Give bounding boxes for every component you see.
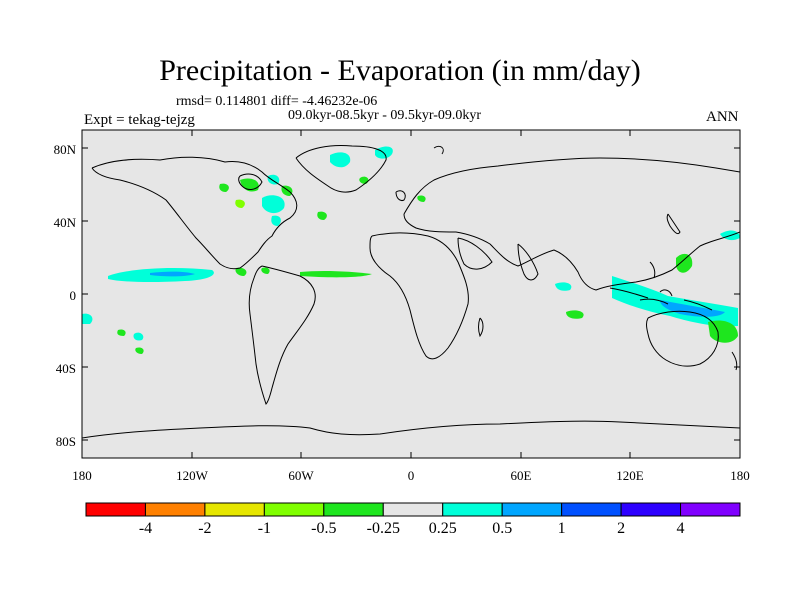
- colorbar-label-3: -0.5: [311, 520, 337, 537]
- lon-label-60e: 60E: [510, 468, 532, 483]
- lat-label-40n: 40N: [53, 215, 76, 230]
- lat-label-40s: 40S: [55, 361, 76, 376]
- colorbar-label-0: -4: [138, 520, 153, 537]
- colorbar-swatch-5: [382, 502, 444, 517]
- coastline-japan: [666, 213, 681, 235]
- patch-south-pacific-west: [82, 313, 93, 324]
- lat-label-80s: 80S: [55, 434, 76, 449]
- coastline-australia: [646, 310, 719, 367]
- colorbar-label-1: -2: [198, 520, 212, 537]
- coastline-antarctica: [82, 420, 740, 439]
- coastline-africa: [369, 232, 469, 360]
- coastline-south-america: [248, 265, 316, 405]
- patch-hudson-positive: [267, 174, 280, 185]
- patch-atlantic-negative: [300, 270, 372, 278]
- patch-south-indian-negative: [566, 310, 584, 319]
- coastline-greenland: [295, 145, 387, 193]
- patch-caribbean-negative: [235, 267, 247, 276]
- patch-east-us-positive: [271, 215, 281, 226]
- patch-newfoundland-negative: [317, 211, 327, 220]
- lat-ticks: [82, 147, 740, 441]
- coastline-indonesia: [609, 287, 713, 311]
- coastline-eurasia: [403, 157, 740, 291]
- patch-canada-negative-2: [219, 183, 229, 192]
- patch-us-negative: [235, 199, 245, 208]
- coastline-india: [517, 243, 539, 281]
- coastline-arabia: [457, 237, 493, 270]
- patch-south-pacific-negative-2: [135, 347, 144, 354]
- colorbar-label-4: -0.25: [366, 520, 400, 537]
- colorbar-label-5: 0.25: [428, 520, 457, 537]
- patch-brazil-negative: [261, 267, 270, 274]
- colorbar-swatch-9: [620, 502, 682, 517]
- colorbar-label-8: 2: [617, 520, 626, 537]
- lon-ticks: [81, 130, 741, 458]
- patch-arctic-positive: [330, 152, 351, 168]
- patch-west-pacific-negative: [676, 253, 693, 273]
- plot-title: Precipitation - Evaporation (in mm/day): [159, 54, 641, 87]
- coastlines: [82, 145, 740, 439]
- lon-label-180e: 180: [730, 468, 750, 483]
- colorbar-swatch-6: [442, 502, 503, 517]
- coastline-uk: [395, 190, 406, 201]
- patch-maritime-core: [660, 300, 725, 317]
- coastline-hudson-bay: [238, 173, 263, 190]
- colorbar: [85, 502, 741, 517]
- patch-south-america-positive: [133, 332, 144, 341]
- time-period-label: 09.0kyr-08.5kyr - 09.5kyr-09.0kyr: [288, 108, 482, 123]
- colorbar-label-6: 0.5: [492, 520, 513, 537]
- colorbar-label-9: 4: [676, 520, 685, 537]
- patch-south-pacific-negative: [117, 329, 126, 336]
- colorbar-swatch-8: [561, 502, 622, 517]
- lon-label-0: 0: [407, 468, 415, 483]
- lat-label-0: 0: [69, 288, 77, 303]
- colorbar-swatch-4: [323, 502, 384, 517]
- coastline-philippines: [649, 261, 656, 279]
- patch-east-canada-positive: [262, 195, 285, 214]
- colorbar-swatch-7: [501, 502, 563, 517]
- colorbar-swatch-1: [144, 502, 206, 517]
- lat-label-80n: 80N: [53, 142, 76, 157]
- colorbar-swatch-2: [204, 502, 265, 517]
- colorbar-swatch-0: [85, 502, 146, 517]
- lon-label-60w: 60W: [288, 468, 314, 483]
- patch-indian-ocean-positive: [555, 282, 572, 291]
- coastline-new-zealand: [731, 351, 738, 371]
- lon-label-120e: 120E: [616, 468, 644, 483]
- rmsd-diff-stats: rmsd= 0.114801 diff= -4.46232e-06: [176, 94, 378, 109]
- colorbar-swatch-3: [263, 502, 325, 517]
- lon-label-180w: 180: [72, 468, 92, 483]
- colorbar-label-2: -1: [257, 520, 272, 537]
- colorbar-swatch-10: [680, 502, 741, 517]
- coastline-madagascar: [478, 317, 484, 338]
- experiment-label: Expt = tekag-tejzg: [84, 112, 195, 128]
- patch-central-pacific-core: [150, 271, 195, 277]
- colorbar-label-7: 1: [557, 520, 566, 537]
- coastline-north-america: [91, 156, 298, 270]
- season-label: ANN: [706, 109, 739, 125]
- lon-label-120w: 120W: [176, 468, 208, 483]
- coastline-svalbard: [433, 145, 444, 155]
- patch-europe-negative: [417, 195, 426, 202]
